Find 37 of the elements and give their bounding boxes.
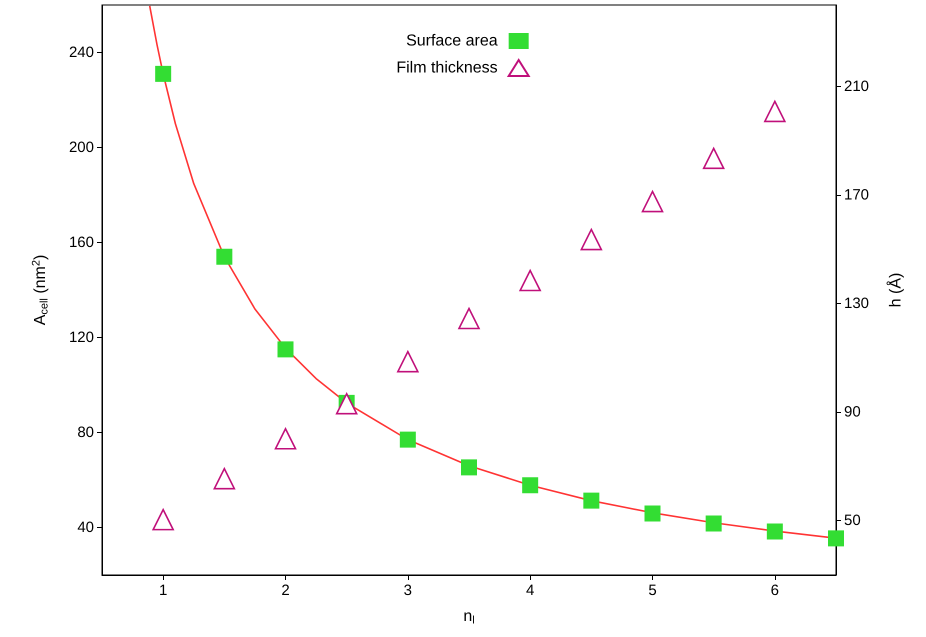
x-tick-label: 1 bbox=[158, 582, 168, 599]
point bbox=[583, 492, 600, 509]
point bbox=[400, 432, 416, 448]
y-tick-label: 200 bbox=[68, 139, 94, 156]
point bbox=[155, 66, 172, 82]
point bbox=[336, 392, 358, 415]
point bbox=[764, 100, 786, 122]
x-tick-label: 2 bbox=[281, 582, 290, 599]
y2-tick-label: 90 bbox=[844, 404, 861, 421]
point bbox=[458, 308, 480, 330]
point bbox=[828, 530, 844, 546]
y2-tick-label: 210 bbox=[844, 78, 870, 95]
point bbox=[766, 524, 783, 540]
legend-label: Film thickness bbox=[396, 60, 498, 76]
y-tick-label: 40 bbox=[77, 519, 94, 536]
point bbox=[706, 515, 722, 532]
point bbox=[522, 477, 538, 494]
y2-tick-label: 170 bbox=[844, 186, 870, 204]
x-tick-label: 3 bbox=[404, 582, 412, 599]
x-tick-label: 4 bbox=[526, 582, 534, 599]
x-tick-label: 5 bbox=[648, 582, 657, 599]
y-tick-label: 240 bbox=[68, 44, 94, 61]
y-tick-label: 120 bbox=[68, 329, 94, 346]
y-axis-title: Acell (nm2) bbox=[30, 254, 50, 326]
legend-label: Surface area bbox=[406, 32, 498, 50]
y2-tick-label: 130 bbox=[844, 295, 870, 312]
y2-axis-title: h (Å) bbox=[886, 272, 904, 308]
point bbox=[644, 505, 660, 522]
y2-tick-label: 50 bbox=[844, 512, 861, 530]
point bbox=[461, 459, 477, 476]
point bbox=[278, 341, 294, 358]
y-tick-label: 160 bbox=[68, 234, 94, 251]
point bbox=[702, 148, 724, 170]
y-tick-label: 80 bbox=[77, 424, 94, 441]
point bbox=[642, 190, 664, 212]
point bbox=[216, 248, 232, 265]
x-tick-label: 6 bbox=[770, 582, 780, 599]
